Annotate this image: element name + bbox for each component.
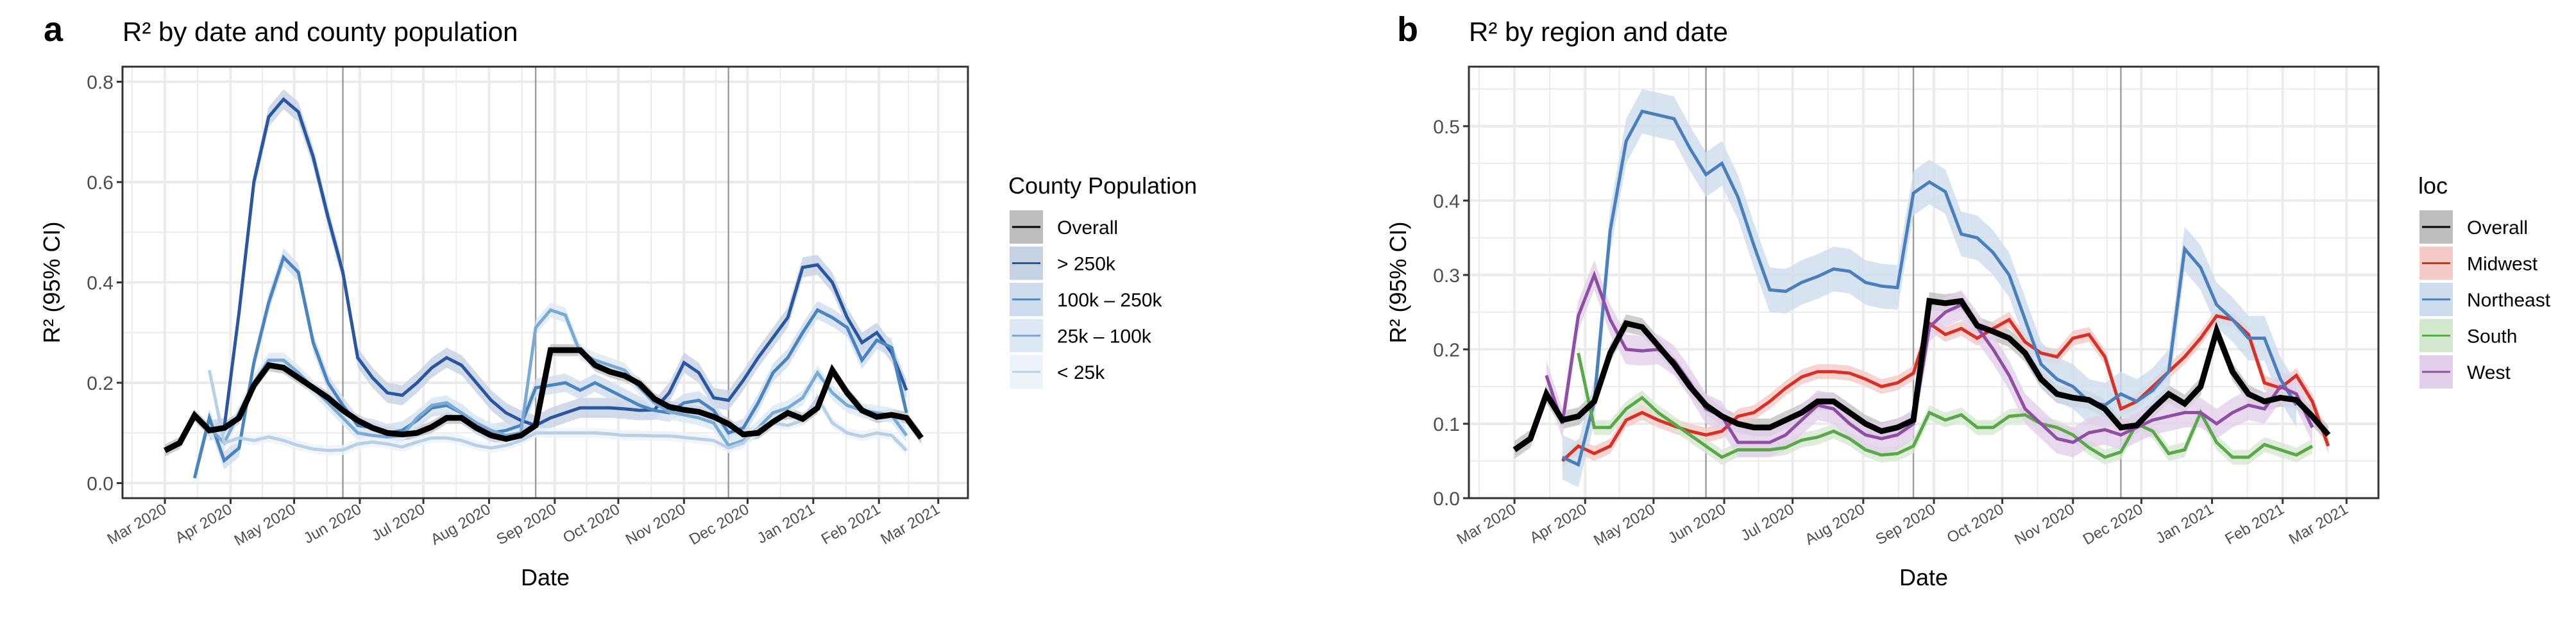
panel-a-title-text: R² by date and county population [123,17,518,47]
legend-label: Midwest [2467,254,2538,275]
y-axis-title: R² (95% CI) [38,221,65,343]
plot-frame [1468,65,2380,499]
x-tick-label: Jul 2020 [1738,501,1797,545]
x-tick-label: Jan 2021 [754,501,818,548]
x-tick-label: Jun 2020 [301,501,364,548]
ci-ribbon--25k [209,365,907,456]
x-axis-title: Date [1899,564,1948,590]
x-tick-label: Oct 2020 [560,501,623,547]
legend-label: Overall [1057,217,1118,238]
y-tick-label: 0.2 [87,373,114,394]
panel-b-plot: 0.0 0.1 0.2 0.3 0.4 0.5 Mar 2020 Apr 2020 May 20… [1385,65,2380,590]
legend-label: West [2467,362,2511,383]
y-tick-label: 0.2 [1433,340,1460,361]
y-tick-label: 0.4 [1433,191,1460,212]
x-tick-label: Dec 2020 [686,501,752,549]
legend-county-population: County Population Overall > 250k 100k – 250… [1008,172,1197,389]
x-tick-label: Apr 2020 [1527,501,1589,547]
legend-label: 100k – 250k [1057,290,1162,311]
y-tick-label: 0.1 [1433,414,1460,435]
panel-a-letter: a [44,10,64,49]
x-axis-title: Date [521,564,570,590]
x-tick-label: Aug 2020 [428,501,493,549]
x-tick-label: Jan 2021 [2153,501,2217,548]
series-line-overall [1513,297,2331,453]
panel-b-title: R² by region and date [1469,17,1728,47]
y-tick-label: 0.8 [87,72,114,93]
x-tick-label: Nov 2020 [2012,501,2077,549]
x-tick-label: Jul 2020 [369,501,428,545]
y-tick-label: 0.6 [87,172,114,194]
y-tick-label: 0.3 [1433,265,1460,287]
panel-b-letter: b [1397,10,1418,49]
x-tick-label: Nov 2020 [623,501,688,549]
y-tick-label: 0.0 [87,474,114,495]
x-tick-label: Oct 2020 [1944,501,2007,547]
x-tick-label: Feb 2021 [2222,501,2287,548]
legend-loc: loc Overall Midwest Northeast South West [2418,172,2551,389]
ci-ribbon-midwest [1562,308,2328,469]
series-line-25k [207,369,908,453]
plot-frame [121,65,969,499]
x-tick-label: Apr 2020 [173,501,235,547]
series-line-250k [209,97,908,432]
legend-title: County Population [1008,172,1197,199]
legend-label: South [2467,326,2517,347]
legend-label: Overall [2467,217,2528,238]
x-tick-label: Mar 2020 [105,501,169,548]
legend-label: > 250k [1057,254,1116,275]
x-tick-label: Mar 2021 [2286,501,2351,548]
x-tick-label: Sep 2020 [493,501,559,549]
x-tick-label: May 2020 [1591,501,1658,549]
x-tick-label: Mar 2021 [877,501,942,548]
legend-label: < 25k [1057,362,1105,383]
x-tick-label: Jun 2020 [1665,501,1729,548]
x-tick-label: May 2020 [232,501,299,549]
y-axis-title: R² (95% CI) [1385,221,1411,343]
legend-title: loc [2418,172,2448,199]
panel-b-title-text: R² by region and date [1469,17,1728,47]
series-line-25k-100k [208,308,908,448]
x-tick-label: Dec 2020 [2080,501,2146,549]
y-tick-label: 0.0 [1433,489,1460,510]
legend-label: Northeast [2467,290,2551,311]
series-line-overall [164,347,924,453]
y-tick-label: 0.5 [1433,117,1460,138]
x-tick-label: Sep 2020 [1872,501,1938,549]
x-tick-label: Aug 2020 [1802,501,1867,549]
x-tick-label: Feb 2021 [818,501,883,548]
panel-a-title: R² by date and county population [123,17,518,47]
x-tick-label: Mar 2020 [1454,501,1519,548]
legend-label: 25k – 100k [1057,326,1152,347]
y-tick-label: 0.4 [87,273,114,294]
